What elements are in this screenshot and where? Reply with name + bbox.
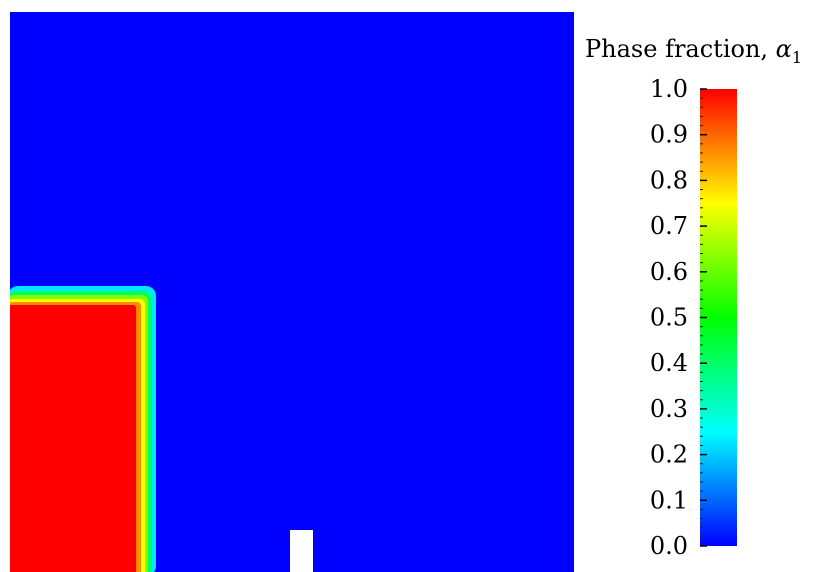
obstacle — [290, 530, 313, 572]
colorbar-tick-label: 0.6 — [650, 258, 688, 286]
colorbar-tick-label: 0.8 — [650, 166, 688, 194]
colorbar-tick-label: 0.9 — [650, 121, 688, 149]
colorbar-ticks — [700, 88, 707, 547]
colorbar-tick-label: 0.4 — [650, 349, 688, 377]
colorbar-tick-label: 0.5 — [650, 304, 688, 332]
colorbar-tick-label: 0.1 — [650, 486, 688, 514]
colorbar: Phase fraction, α1 0.0 0.1 0.2 0.3 0.4 0.5 0.6… — [585, 35, 802, 560]
colorbar-tick-label: 0.3 — [650, 395, 688, 423]
colorbar-tick-labels: 0.0 0.1 0.2 0.3 0.4 0.5 0.6 0.7 0.8 0.9 1.0 — [650, 75, 688, 560]
colorbar-tick-label: 0.2 — [650, 441, 688, 469]
colorbar-title-subscript: 1 — [792, 48, 802, 67]
colorbar-title-prefix: Phase fraction, — [585, 35, 776, 63]
colorbar-title: Phase fraction, α1 — [585, 35, 802, 67]
colorbar-tick-label: 0.7 — [650, 212, 688, 240]
colorbar-tick-label: 0.0 — [650, 532, 688, 560]
colorbar-tick-label: 1.0 — [650, 75, 688, 103]
phase-field-plot — [10, 12, 574, 572]
water-column-region — [10, 305, 136, 572]
colorbar-title-symbol: α — [776, 35, 792, 63]
